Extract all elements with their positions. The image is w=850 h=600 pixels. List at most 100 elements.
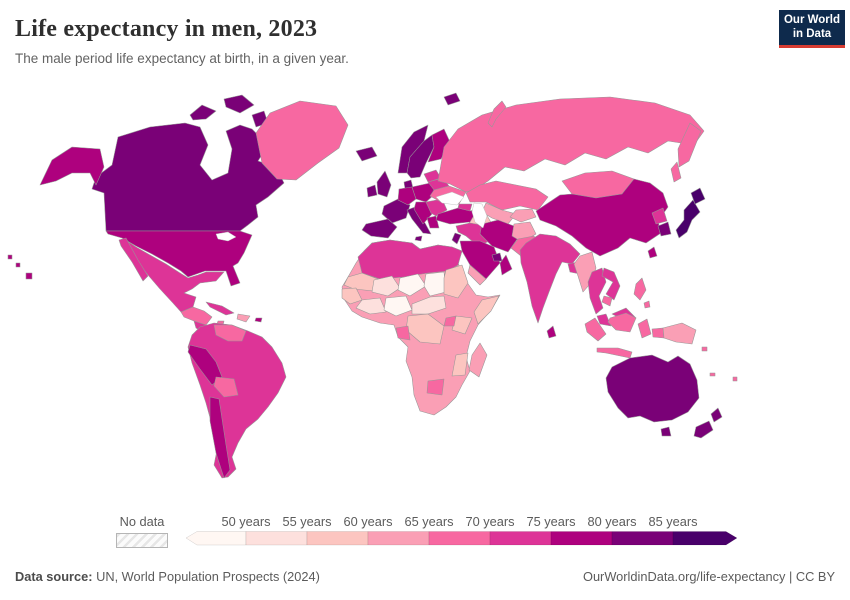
region-hokkaido[interactable] [690, 187, 706, 205]
region-west-papua[interactable] [651, 327, 665, 339]
region-cambodia[interactable] [601, 295, 613, 307]
footer-link[interactable]: OurWorldinData.org/life-expectancy | CC … [582, 569, 835, 584]
region-greenland[interactable] [255, 100, 349, 181]
region-new-caledonia[interactable] [709, 372, 716, 377]
region-gabon-congo[interactable] [395, 325, 411, 341]
region-hispaniola[interactable] [236, 313, 251, 323]
region-taiwan[interactable] [647, 246, 658, 259]
legend-bin-55-60[interactable] [306, 531, 369, 546]
owid-logo-line1: Our World [783, 13, 840, 26]
region-canada[interactable] [189, 104, 217, 121]
region-senegal-guinea[interactable] [341, 287, 363, 305]
region-hawaii[interactable] [15, 262, 21, 268]
region-iberia[interactable] [361, 218, 398, 239]
region-saudi-arabia[interactable] [459, 240, 501, 280]
region-sulawesi[interactable] [637, 318, 652, 339]
region-mexico[interactable] [123, 238, 225, 313]
region-fiji[interactable] [732, 376, 738, 382]
region-cuba[interactable] [205, 301, 235, 316]
region-malaysia[interactable] [596, 313, 612, 327]
region-finland[interactable] [427, 128, 451, 163]
region-uganda[interactable] [443, 315, 457, 327]
region-novaya-zemlya[interactable] [487, 100, 507, 128]
region-venezuela[interactable] [213, 324, 247, 342]
region-israel-jordan[interactable] [451, 232, 462, 245]
region-australia[interactable] [605, 354, 700, 423]
region-iceland[interactable] [355, 146, 378, 162]
region-oman[interactable] [499, 254, 513, 276]
region-kamchatka[interactable] [677, 122, 702, 168]
region-somalia[interactable] [473, 295, 500, 325]
region-kyrgyzstan[interactable] [509, 208, 537, 223]
region-puerto-rico[interactable] [254, 317, 263, 323]
region-alaska[interactable] [39, 146, 105, 186]
owid-logo[interactable]: Our World in Data [779, 10, 845, 48]
region-japan[interactable] [675, 199, 701, 239]
legend-bin-50-55[interactable] [245, 531, 308, 546]
region-nz-south[interactable] [693, 420, 714, 439]
region-philippines[interactable] [643, 300, 651, 309]
region-nigeria[interactable] [383, 295, 413, 317]
legend-bin-70-75[interactable] [489, 531, 552, 546]
region-baja[interactable] [118, 237, 149, 282]
region-sri-lanka[interactable] [546, 325, 557, 339]
region-canada[interactable] [91, 122, 285, 232]
world-map [7, 92, 738, 479]
page-subtitle: The male period life expectancy at birth… [15, 51, 349, 66]
region-central-europe[interactable] [411, 182, 437, 203]
region-sumatra[interactable] [584, 317, 607, 342]
region-sakhalin[interactable] [670, 161, 682, 183]
legend-bin-lt50[interactable] [186, 531, 247, 546]
legend-tick-label: 80 years [587, 514, 637, 529]
region-south-america[interactable] [187, 322, 287, 479]
region-borneo[interactable] [607, 312, 637, 333]
region-kazakhstan[interactable] [465, 180, 549, 211]
legend-color-bar[interactable] [186, 531, 737, 546]
legend-tick-label: 60 years [343, 514, 393, 529]
region-botswana[interactable] [426, 378, 445, 396]
region-russia[interactable] [437, 96, 705, 193]
region-central-america[interactable] [180, 306, 213, 326]
region-solomons[interactable] [701, 346, 708, 352]
region-gulf-states[interactable] [491, 252, 503, 262]
region-chad[interactable] [423, 271, 447, 297]
region-south-korea[interactable] [657, 221, 672, 237]
region-bolivia[interactable] [213, 376, 239, 398]
no-data-swatch [116, 533, 168, 548]
region-niger[interactable] [397, 273, 427, 297]
region-ireland[interactable] [366, 184, 378, 198]
region-sicily[interactable] [414, 235, 423, 242]
region-india[interactable] [519, 233, 581, 324]
region-svalbard[interactable] [443, 92, 461, 106]
region-germany[interactable] [397, 186, 417, 206]
region-cameroon-car[interactable] [411, 295, 447, 315]
region-ghana-ivory-coast[interactable] [355, 297, 387, 315]
legend-no-data[interactable]: No data [116, 514, 168, 548]
region-yemen[interactable] [467, 264, 487, 286]
region-north-korea[interactable] [651, 207, 668, 225]
region-caucasus[interactable] [457, 203, 473, 212]
legend-bin-65-70[interactable] [428, 531, 491, 546]
region-papua-new-guinea[interactable] [662, 322, 697, 345]
legend-bin-60-65[interactable] [367, 531, 430, 546]
region-uk[interactable] [376, 170, 392, 198]
region-madagascar[interactable] [468, 342, 488, 378]
region-philippines[interactable] [633, 277, 647, 301]
region-java[interactable] [596, 347, 633, 359]
legend-bin-75-80[interactable] [550, 531, 613, 546]
region-mali[interactable] [371, 275, 401, 297]
region-vietnam-laos[interactable] [601, 267, 621, 301]
region-nz-north[interactable] [710, 407, 723, 423]
region-hawaii[interactable] [7, 254, 13, 260]
region-hawaii[interactable] [25, 272, 33, 280]
region-canada[interactable] [223, 94, 255, 114]
legend-bin-80-85[interactable] [611, 531, 674, 546]
region-mozambique[interactable] [451, 352, 469, 377]
region-chile[interactable] [209, 396, 231, 479]
great-lakes [215, 231, 237, 242]
region-sudan[interactable] [443, 264, 469, 299]
legend-bin-gt85[interactable] [672, 531, 737, 546]
region-usa[interactable] [105, 230, 253, 287]
region-greece[interactable] [426, 215, 440, 229]
region-tasmania[interactable] [660, 426, 672, 437]
